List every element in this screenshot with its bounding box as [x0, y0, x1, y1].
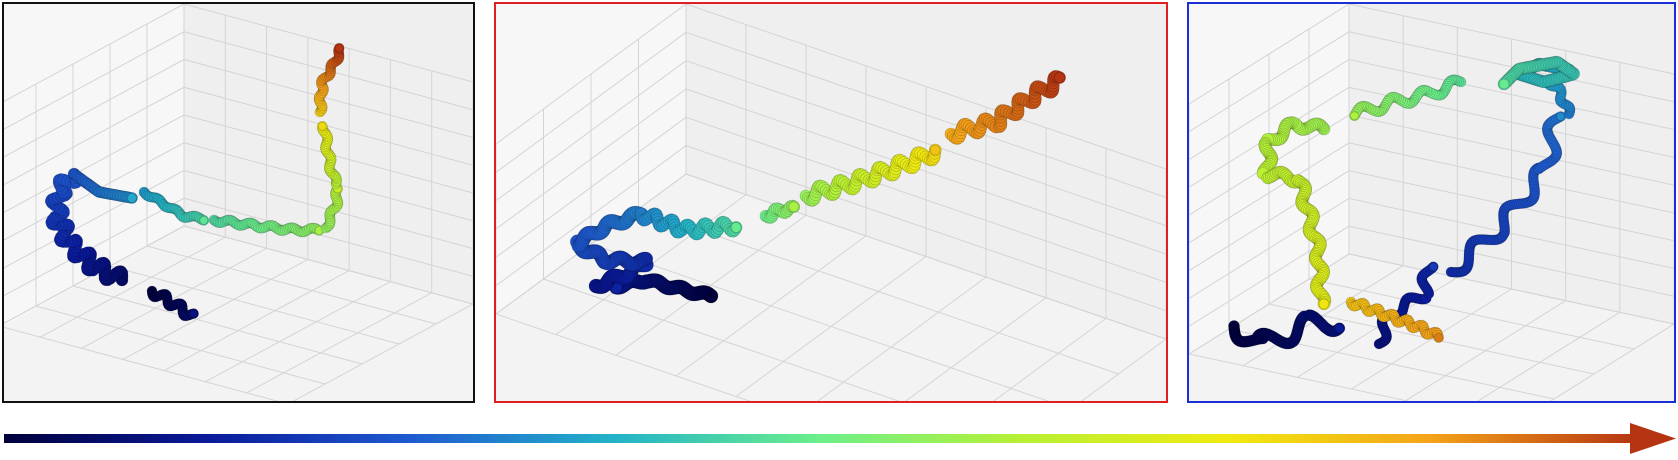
trajectory-marker [1429, 262, 1438, 272]
grid-line [4, 114, 185, 213]
grid-line [109, 265, 400, 345]
colormap-arrow [4, 423, 1676, 454]
trajectory-marker [334, 43, 344, 53]
trajectory-marker [730, 222, 742, 233]
trajectory-marker [189, 309, 198, 318]
panel-3-grid [1189, 4, 1674, 401]
trajectory-marker [1556, 112, 1566, 121]
grid-line [205, 281, 391, 383]
grid-line [4, 4, 185, 102]
grid-line [183, 142, 473, 222]
trajectory-panel-1 [2, 2, 475, 403]
trajectory-marker [199, 216, 209, 225]
grid-line [122, 258, 309, 360]
trajectory-marker [317, 122, 327, 131]
trajectory-marker [929, 144, 941, 156]
grid-line [1308, 278, 1635, 350]
panel-3-plot [1189, 4, 1674, 401]
grid-line [81, 247, 267, 349]
grid-line [496, 313, 751, 401]
floor [1189, 254, 1674, 401]
grid-line [183, 225, 473, 305]
trajectory-marker [1334, 323, 1345, 334]
panel-2-plot [496, 4, 1166, 401]
grid-line [543, 278, 900, 401]
trajectory-panel-3 [1187, 2, 1676, 403]
grid-line [72, 285, 363, 365]
left-wall [4, 4, 184, 326]
panel-1-trajectory [44, 42, 345, 322]
grid-line [4, 225, 185, 324]
grid-line [292, 303, 473, 401]
grid-line [163, 270, 350, 372]
colormap-bar [4, 434, 1636, 443]
trajectory-marker [127, 193, 137, 203]
grid-line [4, 31, 185, 130]
grid-line [1268, 303, 1595, 375]
panel-3-trajectory [1228, 55, 1580, 350]
grid-line [4, 170, 185, 269]
grid-line [40, 236, 226, 338]
panel-1-grid [4, 4, 473, 401]
trajectory-marker [1350, 111, 1359, 121]
trajectory-marker [1498, 78, 1510, 90]
grid-line [685, 173, 1166, 340]
grid-line [183, 197, 473, 277]
panel-2-grid [496, 4, 1166, 401]
grid-line [590, 243, 1050, 401]
grid-line [1189, 353, 1410, 401]
grid-line [4, 59, 185, 158]
grid-line [183, 59, 473, 138]
panel-1-plot [4, 4, 473, 401]
trajectory-marker [1054, 72, 1065, 83]
arrow-head-icon [1630, 423, 1676, 454]
grid-line [4, 86, 185, 186]
panel-2-trajectory [570, 70, 1066, 304]
grid-line [146, 245, 437, 325]
trajectory-marker [1434, 333, 1443, 342]
grid-line [246, 292, 432, 394]
trajectory-panel-2 [494, 2, 1168, 403]
trajectory-marker [788, 201, 800, 212]
grid-line [183, 86, 473, 166]
grid-line [35, 305, 326, 385]
grid-line [1081, 338, 1166, 401]
grid-line [1348, 253, 1674, 325]
grid-line [183, 4, 473, 83]
trajectory-marker [1318, 298, 1330, 310]
grid-line [4, 326, 279, 401]
